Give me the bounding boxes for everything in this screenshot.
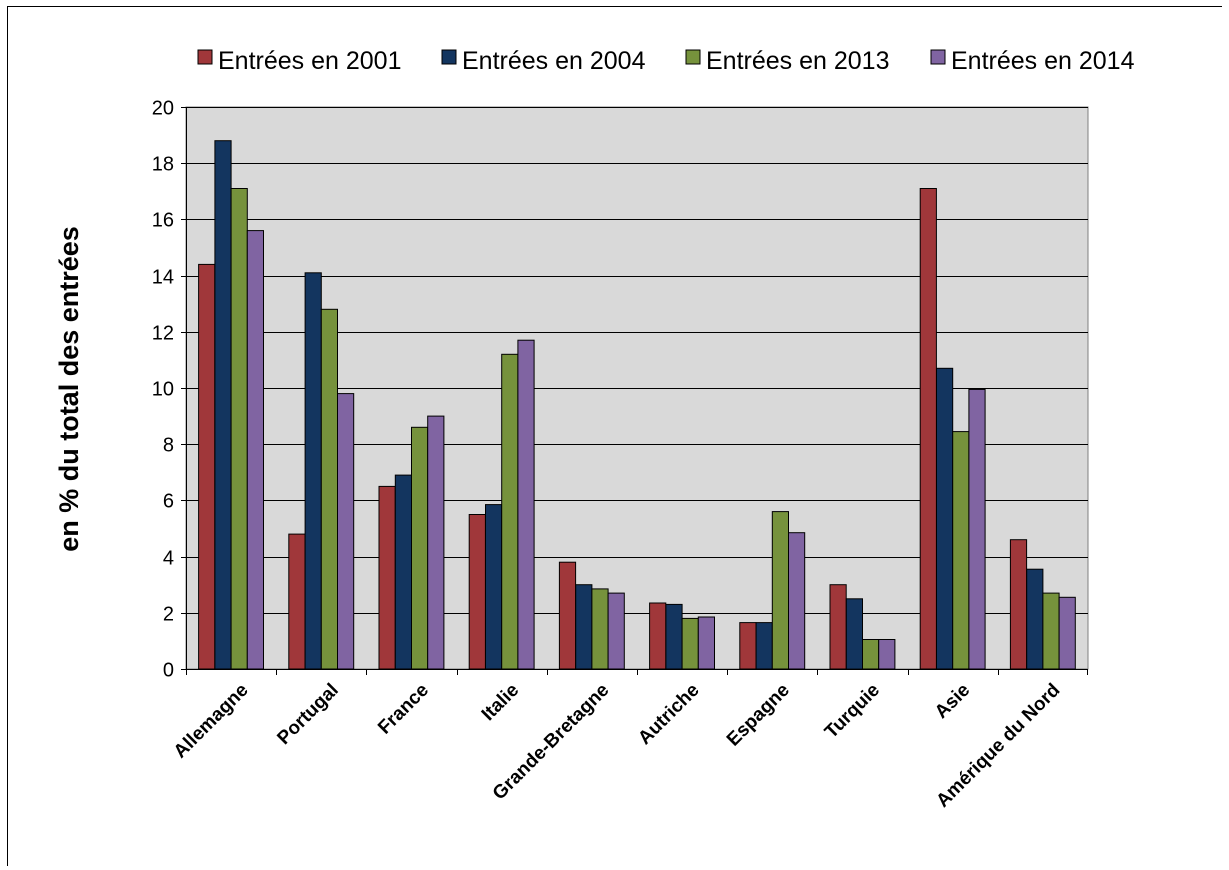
bar-3-4 [501,353,519,670]
bar-2-6 [665,603,683,670]
y-tick-label: 2 [163,604,174,626]
bar-3-2 [320,308,338,670]
bar-2-1 [214,140,232,670]
y-tick-label: 6 [163,491,174,513]
bar-4-10 [1058,596,1076,670]
bar-4-5 [607,592,625,670]
x-tick-label: Italie [478,680,523,725]
y-tick-label: 8 [163,435,174,457]
x-tick-label: Espagne [723,680,794,751]
x-tick-label: Turquie [821,680,884,743]
legend-swatch-1 [197,49,213,65]
legend-label-2: Entrées en 2004 [462,47,646,75]
y-tick-label: 0 [163,660,174,682]
bar-1-2 [288,533,306,670]
x-tick-label: Allemagne [170,680,253,763]
plot-area: 0 2 4 6 8 10 12 14 16 18 20 Allemagne Portugal France… [152,98,1089,812]
bar-1-5 [558,561,577,670]
bar-4-8 [878,639,896,670]
y-tick-label: 12 [152,323,174,345]
y-tick-label: 16 [152,210,174,232]
bar-1-10 [1009,539,1028,670]
bar-1-8 [829,584,847,670]
bar-3-5 [591,588,609,670]
bar-3-8 [862,639,880,670]
y-tick-label: 14 [152,267,174,289]
bar-4-6 [697,616,715,670]
bar-2-9 [936,367,954,670]
y-tick-label: 4 [163,548,174,570]
y-tick-label: 10 [152,379,174,401]
bar-4-1 [246,230,265,670]
chart-frame [7,6,1222,866]
bar-2-2 [304,272,322,670]
legend-swatch-4 [930,49,946,65]
legend-swatch-2 [441,49,457,65]
bar-1-3 [378,485,396,670]
legend-label-1: Entrées en 2001 [218,47,401,75]
bar-3-1 [230,188,248,670]
bar-1-4 [468,514,486,670]
bar-3-7 [771,511,789,670]
legend-swatch-3 [685,49,701,65]
bar-4-9 [968,388,986,670]
bar-2-5 [575,584,593,670]
bar-3-9 [952,431,970,670]
bar-4-4 [517,339,535,670]
bar-3-10 [1042,592,1060,670]
legend-label-4: Entrées en 2014 [951,47,1135,75]
y-tick-label: 20 [152,98,174,120]
bar-2-4 [485,504,503,670]
bar-4-3 [427,415,445,670]
bar-4-7 [788,532,806,670]
y-axis-label: en % du total des entrées [54,226,84,552]
legend-label-3: Entrées en 2013 [706,47,889,75]
legend: Entrées en 2001 Entrées en 2004 Entrées en… [197,47,1135,75]
bar-3-6 [681,617,699,670]
x-tick-label: France [374,680,433,739]
bar-2-3 [394,474,412,670]
bar-1-6 [649,602,667,670]
x-tick-label: Asie [931,680,974,723]
bar-3-3 [411,426,429,670]
x-tick-label: Portugal [273,680,342,749]
x-tick-label: Autriche [634,680,703,749]
bar-4-2 [337,393,355,670]
y-tick-label: 18 [152,154,174,176]
bar-1-7 [739,622,757,670]
bar-1-9 [919,188,937,670]
bar-1-1 [198,263,216,670]
bar-2-10 [1026,568,1044,670]
bar-2-7 [755,622,773,670]
bar-2-8 [845,598,863,670]
